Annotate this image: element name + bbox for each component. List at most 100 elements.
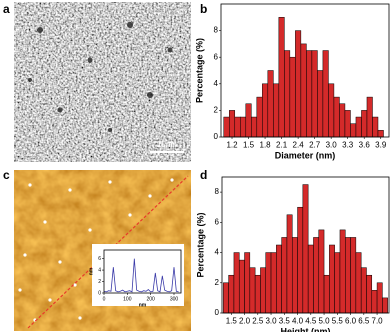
x-tick-label: 1.2 bbox=[226, 141, 238, 150]
bar bbox=[318, 229, 325, 314]
x-axis-label: nm bbox=[139, 302, 147, 308]
bar bbox=[245, 103, 252, 138]
y-tick-label: 4 bbox=[214, 79, 219, 88]
bar bbox=[254, 274, 261, 314]
bar bbox=[281, 237, 288, 314]
x-tick-label: 4.5 bbox=[305, 317, 317, 326]
bar bbox=[360, 267, 367, 314]
bar bbox=[355, 116, 362, 138]
y-axis-label: nm bbox=[88, 267, 94, 275]
y-tick-label: 8 bbox=[214, 26, 219, 35]
y-tick-label: 0 bbox=[215, 308, 220, 317]
x-tick-label: 100 bbox=[123, 296, 132, 302]
x-axis-label: Height (nm) bbox=[281, 327, 331, 332]
bar bbox=[286, 214, 293, 314]
bar bbox=[366, 96, 373, 138]
bar bbox=[366, 274, 373, 314]
bar bbox=[300, 43, 307, 138]
bar bbox=[240, 116, 247, 138]
x-tick-label: 3.6 bbox=[359, 141, 371, 150]
x-tick-label: 3.9 bbox=[375, 141, 387, 150]
bar bbox=[244, 252, 251, 314]
bar bbox=[317, 70, 324, 138]
x-tick-label: 1.5 bbox=[226, 317, 238, 326]
x-tick-label: 2.1 bbox=[276, 141, 288, 150]
x-tick-label: 1.5 bbox=[243, 141, 255, 150]
bar bbox=[234, 116, 241, 138]
x-tick-label: 1.8 bbox=[260, 141, 272, 150]
y-tick-label: 2 bbox=[215, 278, 220, 287]
bar bbox=[273, 83, 280, 138]
y-tick-label: 0 bbox=[214, 132, 219, 141]
bar bbox=[256, 96, 263, 138]
x-tick-label: 200 bbox=[146, 296, 155, 302]
x-tick-label: 3.3 bbox=[342, 141, 354, 150]
bar bbox=[333, 96, 340, 138]
x-tick-label: 2.7 bbox=[309, 141, 321, 150]
bar bbox=[233, 252, 240, 314]
scale-bar-label: 10nm bbox=[157, 140, 177, 149]
x-tick-label: 2.4 bbox=[293, 141, 305, 150]
bar bbox=[262, 83, 269, 138]
bar bbox=[291, 237, 298, 314]
panel-label: d bbox=[200, 168, 207, 182]
y-axis-label: Percentage (%) bbox=[196, 212, 206, 277]
x-tick-label: 2.5 bbox=[252, 317, 264, 326]
y-tick-label: 0 bbox=[98, 290, 101, 296]
bar bbox=[302, 184, 309, 314]
y-tick-label: 4 bbox=[215, 248, 220, 257]
bar bbox=[276, 244, 282, 314]
bar bbox=[249, 267, 256, 314]
bar bbox=[339, 103, 346, 138]
x-tick-label: 300 bbox=[170, 296, 179, 302]
x-tick-label: 3.5 bbox=[279, 317, 291, 326]
y-tick-label: 2 bbox=[98, 279, 101, 285]
bar bbox=[297, 206, 304, 314]
y-tick-label: 6 bbox=[215, 217, 220, 226]
bar bbox=[228, 274, 235, 314]
bar bbox=[278, 17, 285, 138]
bar bbox=[382, 297, 388, 314]
bar bbox=[238, 259, 245, 314]
plot-frame bbox=[220, 3, 390, 138]
bar bbox=[265, 252, 272, 314]
y-tick-label: 6 bbox=[214, 52, 219, 61]
bar bbox=[323, 274, 330, 314]
panel-label: c bbox=[3, 168, 10, 182]
x-tick-label: 0 bbox=[103, 296, 106, 302]
bar bbox=[313, 237, 320, 314]
bar bbox=[229, 110, 236, 138]
bar bbox=[295, 30, 302, 138]
bar bbox=[306, 50, 313, 138]
bar bbox=[270, 252, 277, 314]
afm-image bbox=[14, 170, 191, 331]
bar bbox=[372, 116, 379, 138]
x-tick-label: 7.0 bbox=[372, 317, 384, 326]
y-tick-label: 4 bbox=[98, 267, 101, 273]
bar bbox=[377, 130, 384, 138]
x-tick-label: 4.0 bbox=[292, 317, 304, 326]
bar bbox=[350, 237, 357, 314]
bar bbox=[251, 116, 258, 138]
y-tick-label: 2 bbox=[214, 106, 219, 115]
bar bbox=[311, 50, 318, 138]
bar bbox=[371, 290, 378, 314]
bar bbox=[328, 83, 335, 138]
y-tick-label: 6 bbox=[98, 256, 101, 262]
x-tick-label: 2.0 bbox=[239, 317, 251, 326]
bar bbox=[284, 50, 291, 138]
x-tick-label: 5.0 bbox=[318, 317, 330, 326]
panel-label: a bbox=[3, 2, 10, 16]
bar bbox=[361, 110, 368, 138]
bar bbox=[267, 70, 274, 138]
x-tick-label: 3.0 bbox=[265, 317, 277, 326]
bar bbox=[345, 237, 351, 314]
x-tick-label: 3.0 bbox=[326, 141, 338, 150]
bar bbox=[344, 110, 351, 138]
panel-label: b bbox=[200, 2, 207, 16]
bar bbox=[376, 282, 383, 314]
bar bbox=[339, 229, 346, 314]
bar bbox=[307, 244, 314, 314]
plot-frame bbox=[103, 249, 182, 294]
y-axis-label: Percentage (%) bbox=[195, 38, 205, 103]
